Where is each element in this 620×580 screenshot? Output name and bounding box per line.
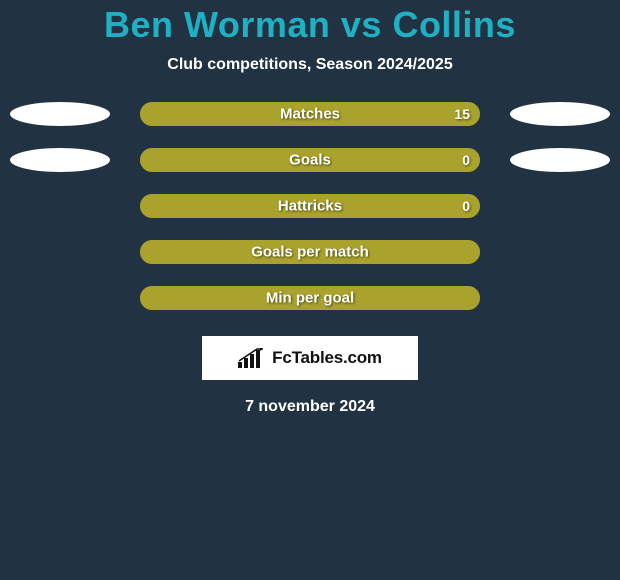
stat-label: Hattricks [140,198,480,215]
stat-label: Matches [140,106,480,123]
stat-value: 0 [462,198,470,214]
stat-value: 15 [454,106,470,122]
stat-bar: Hattricks 0 [140,194,480,218]
branding-box: FcTables.com [202,336,418,380]
branding-text: FcTables.com [272,348,382,368]
stat-label: Min per goal [140,290,480,307]
left-marker-ellipse [10,102,110,126]
stat-row: Min per goal [0,286,620,310]
right-marker-ellipse [510,102,610,126]
subtitle: Club competitions, Season 2024/2025 [167,56,452,74]
date-text: 7 november 2024 [245,398,375,416]
stat-bar: Goals 0 [140,148,480,172]
stat-label: Goals per match [140,244,480,261]
stat-row: Hattricks 0 [0,194,620,218]
page-title: Ben Worman vs Collins [104,4,516,46]
stat-value: 0 [462,152,470,168]
comparison-infographic: Ben Worman vs Collins Club competitions,… [0,0,620,580]
stat-row: Goals 0 [0,148,620,172]
stat-row: Goals per match [0,240,620,264]
right-marker-ellipse [510,148,610,172]
stat-bar: Matches 15 [140,102,480,126]
stat-bar: Goals per match [140,240,480,264]
fctables-logo-icon [238,348,266,368]
stat-row: Matches 15 [0,102,620,126]
stat-rows: Matches 15 Goals 0 Hattricks 0 [0,102,620,310]
stat-label: Goals [140,152,480,169]
stat-bar: Min per goal [140,286,480,310]
left-marker-ellipse [10,148,110,172]
